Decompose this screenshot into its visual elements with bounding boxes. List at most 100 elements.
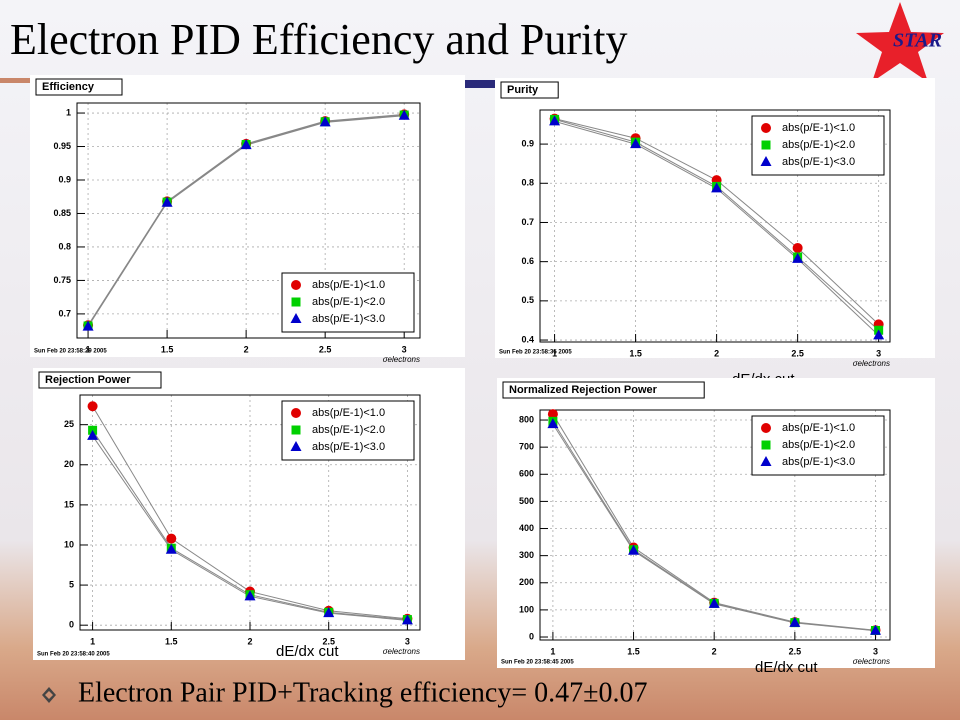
y-tick-label: 100 bbox=[519, 604, 534, 614]
legend-marker bbox=[291, 280, 301, 290]
marker bbox=[87, 401, 98, 412]
legend-label: abs(p/E-1)<3.0 bbox=[312, 441, 385, 453]
y-tick-label: 0.8 bbox=[521, 178, 534, 188]
marker bbox=[401, 614, 413, 625]
x-axis-label: σelectrons bbox=[853, 359, 890, 368]
x-tick-label: 3 bbox=[405, 636, 410, 646]
plot-frame bbox=[539, 409, 891, 641]
panel-title: Purity bbox=[507, 84, 539, 96]
legend-label: abs(p/E-1)<3.0 bbox=[312, 313, 385, 325]
marker bbox=[87, 429, 99, 440]
panel-title: Normalized Rejection Power bbox=[509, 384, 658, 396]
y-tick-label: 0.8 bbox=[58, 241, 71, 251]
footer-text: Electron Pair PID+Tracking efficiency= 0… bbox=[78, 677, 648, 708]
x-tick-label: 1 bbox=[552, 348, 557, 358]
x-tick-label: 3 bbox=[876, 348, 881, 358]
x-tick-label: 2.5 bbox=[322, 636, 335, 646]
y-tick-label: 0.9 bbox=[521, 138, 534, 148]
marker bbox=[630, 138, 642, 149]
y-tick-label: 700 bbox=[519, 442, 534, 452]
y-tick-label: 0.9 bbox=[58, 174, 71, 184]
marker bbox=[869, 624, 881, 635]
legend-label: abs(p/E-1)<2.0 bbox=[312, 296, 385, 308]
marker bbox=[166, 533, 177, 544]
star-logo bbox=[856, 2, 944, 82]
panel-title-box bbox=[35, 78, 123, 96]
legend-box bbox=[281, 400, 415, 461]
slide-title: Electron PID Efficiency and Purity bbox=[10, 15, 627, 64]
panel-title: Rejection Power bbox=[45, 374, 131, 386]
y-tick-label: 400 bbox=[519, 523, 534, 533]
legend-label: abs(p/E-1)<3.0 bbox=[782, 156, 855, 168]
marker bbox=[711, 182, 723, 193]
y-tick-label: 0.6 bbox=[521, 256, 534, 266]
legend-marker bbox=[290, 313, 302, 323]
marker bbox=[792, 252, 804, 263]
y-tick-label: 0.75 bbox=[53, 275, 71, 285]
bullet bbox=[42, 687, 56, 703]
x-tick-label: 1 bbox=[90, 636, 95, 646]
legend-label: abs(p/E-1)<1.0 bbox=[782, 422, 855, 434]
legend-label: abs(p/E-1)<2.0 bbox=[782, 139, 855, 151]
y-tick-label: 200 bbox=[519, 577, 534, 587]
marker bbox=[628, 544, 640, 555]
plot-frame bbox=[79, 394, 421, 631]
legend-marker bbox=[761, 140, 771, 150]
y-tick-label: 0.7 bbox=[58, 308, 71, 318]
legend-label: abs(p/E-1)<2.0 bbox=[312, 424, 385, 436]
annotation: dE/dx cut bbox=[755, 659, 818, 676]
y-tick-label: 0.85 bbox=[53, 208, 71, 218]
timestamp: Sun Feb 20 23:58:40 2005 bbox=[37, 652, 110, 658]
x-tick-label: 1.5 bbox=[165, 636, 178, 646]
logo-text: STAR bbox=[893, 30, 942, 52]
legend-box bbox=[751, 415, 885, 476]
timestamp: Sun Feb 20 23:58:45 2005 bbox=[501, 660, 574, 666]
plot-frame bbox=[76, 102, 421, 339]
legend-label: abs(p/E-1)<1.0 bbox=[312, 407, 385, 419]
marker bbox=[547, 409, 558, 420]
x-tick-label: 1 bbox=[550, 646, 555, 656]
x-tick-label: 2.5 bbox=[319, 344, 332, 354]
annotation: dE/dx cut bbox=[276, 643, 339, 660]
panel-title: Efficiency bbox=[42, 81, 95, 93]
y-tick-label: 600 bbox=[519, 469, 534, 479]
y-tick-label: 20 bbox=[64, 459, 74, 469]
legend-marker bbox=[760, 456, 772, 466]
legend-marker bbox=[761, 440, 771, 450]
x-tick-label: 3 bbox=[402, 344, 407, 354]
marker bbox=[161, 196, 173, 207]
y-tick-label: 5 bbox=[69, 579, 74, 589]
y-tick-label: 0.5 bbox=[521, 295, 534, 305]
legend-marker bbox=[290, 441, 302, 451]
x-tick-label: 3 bbox=[873, 646, 878, 656]
x-tick-label: 1.5 bbox=[627, 646, 640, 656]
rule bbox=[0, 78, 30, 83]
marker bbox=[398, 109, 410, 120]
y-tick-label: 25 bbox=[64, 419, 74, 429]
marker bbox=[165, 543, 177, 554]
x-axis-label: σelectrons bbox=[383, 355, 420, 364]
legend-marker bbox=[291, 425, 301, 435]
legend-marker bbox=[291, 408, 301, 418]
y-tick-label: 0.7 bbox=[521, 217, 534, 227]
y-tick-label: 500 bbox=[519, 496, 534, 506]
marker bbox=[547, 418, 559, 429]
y-tick-label: 300 bbox=[519, 550, 534, 560]
panel-title-box bbox=[502, 381, 705, 399]
marker bbox=[873, 329, 885, 340]
marker bbox=[82, 320, 94, 331]
plot-frame bbox=[539, 109, 891, 343]
marker bbox=[244, 590, 256, 601]
x-tick-label: 2 bbox=[244, 344, 249, 354]
timestamp: Sun Feb 20 23:58:35 2005 bbox=[499, 350, 572, 356]
legend-box bbox=[751, 115, 885, 176]
legend-marker bbox=[761, 423, 771, 433]
y-tick-label: 1 bbox=[66, 107, 71, 117]
y-tick-label: 15 bbox=[64, 499, 74, 509]
x-tick-label: 2 bbox=[247, 636, 252, 646]
y-tick-label: 0 bbox=[529, 631, 534, 641]
x-tick-label: 1.5 bbox=[629, 348, 642, 358]
legend-label: abs(p/E-1)<2.0 bbox=[782, 439, 855, 451]
x-axis-label: σelectrons bbox=[853, 657, 890, 666]
